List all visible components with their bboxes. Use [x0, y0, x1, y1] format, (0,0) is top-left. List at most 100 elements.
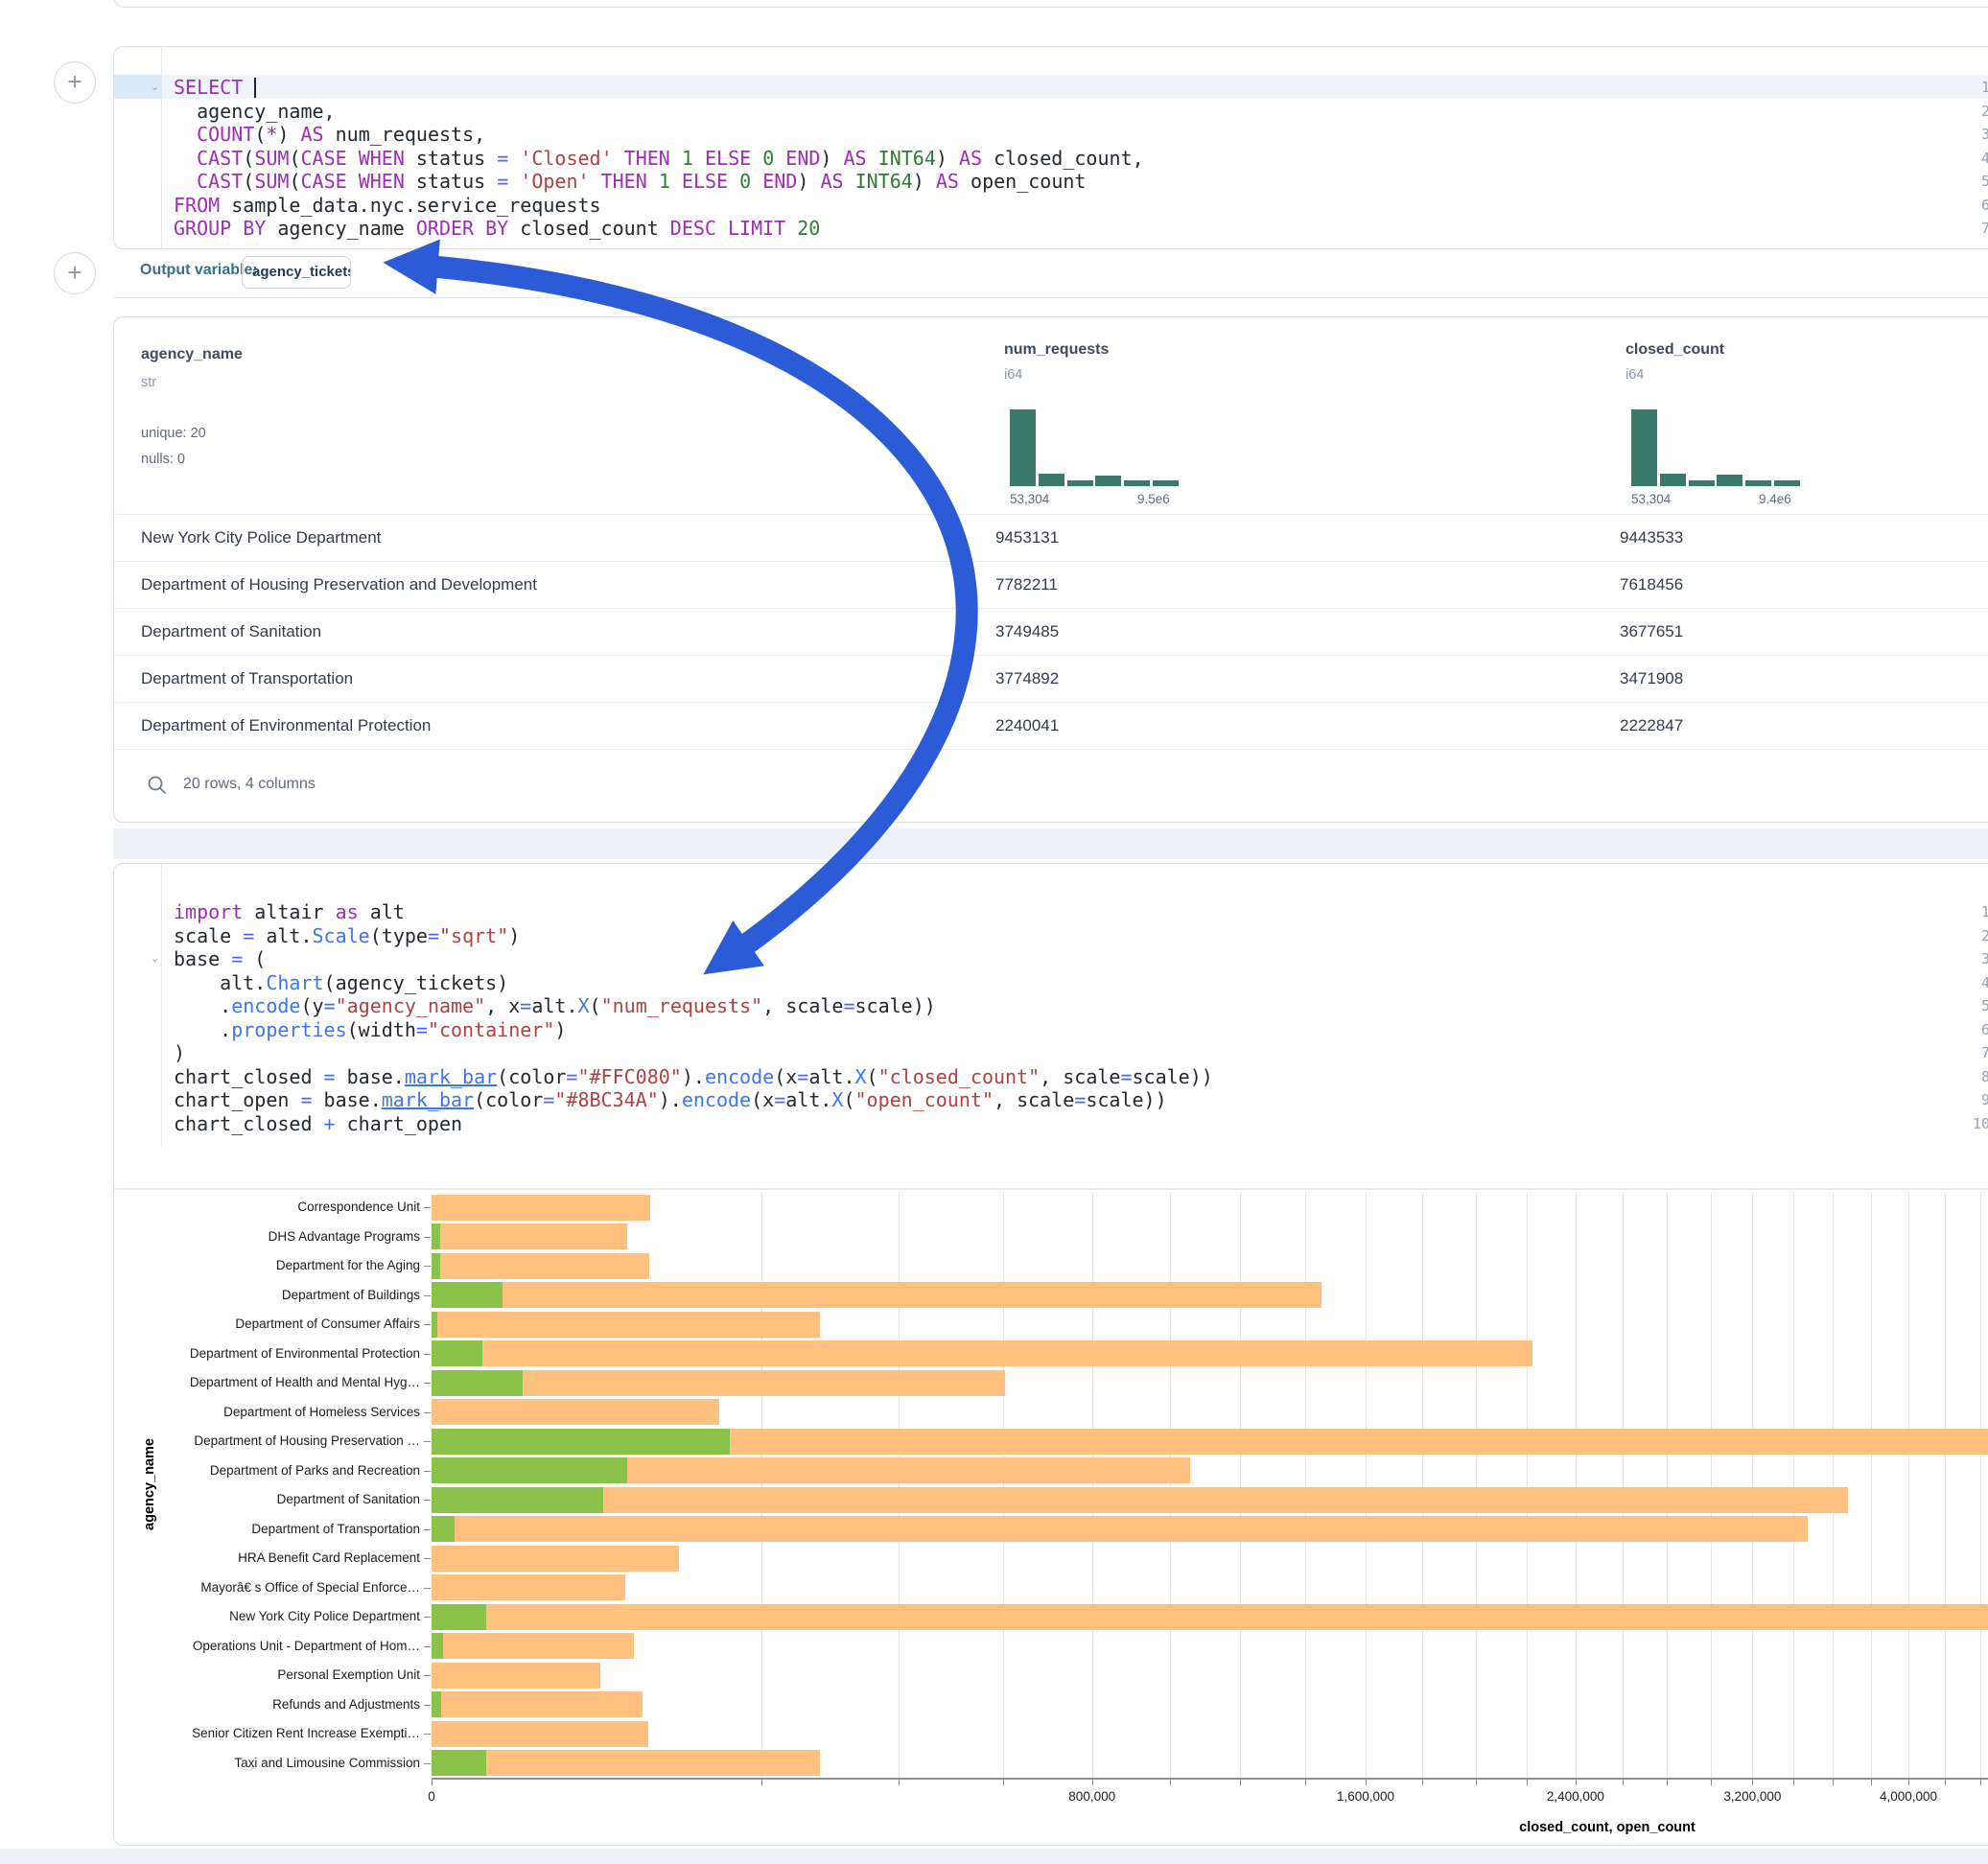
bar-closed-count[interactable] [432, 1312, 820, 1338]
column-header[interactable]: agency_name [141, 346, 243, 363]
bar-closed-count[interactable] [432, 1721, 648, 1747]
x-axis-tick [761, 1780, 762, 1785]
table-row[interactable]: Department of Environmental Protection22… [114, 702, 1988, 750]
bar-closed-count[interactable] [432, 1546, 679, 1572]
table-cell: 9443533 [1620, 515, 1683, 561]
column-header[interactable]: closed_count [1625, 341, 1724, 359]
table-row[interactable]: Department of Sanitation37494853677651 [114, 608, 1988, 656]
line-number: 1 [1961, 76, 1988, 100]
y-axis-label: Department of Health and Mental Hyg… [123, 1376, 420, 1389]
add-cell-button-top[interactable]: + [54, 61, 96, 104]
bar-closed-count[interactable] [432, 1691, 643, 1717]
bar-closed-count[interactable] [432, 1340, 1532, 1366]
bar-open-count[interactable] [432, 1312, 437, 1338]
column-type: i64 [1004, 367, 1022, 383]
x-axis-tick [1833, 1780, 1834, 1785]
code-line[interactable]: CAST(SUM(CASE WHEN status = 'Closed' THE… [174, 147, 1144, 171]
code-line[interactable]: GROUP BY agency_name ORDER BY closed_cou… [174, 217, 820, 241]
code-line[interactable]: chart_closed = base.mark_bar(color="#FFC… [174, 1065, 1213, 1089]
code-line[interactable]: .encode(y="agency_name", x=alt.X("num_re… [174, 994, 936, 1018]
bar-open-count[interactable] [432, 1633, 443, 1659]
y-axis-label: Department for the Aging [123, 1259, 420, 1272]
code-line[interactable]: CAST(SUM(CASE WHEN status = 'Open' THEN … [174, 170, 1086, 194]
bar-closed-count[interactable] [432, 1399, 719, 1425]
bar-closed-count[interactable] [432, 1487, 1848, 1513]
bar-open-count[interactable] [432, 1340, 482, 1366]
x-axis-tick [1366, 1780, 1367, 1785]
sql-cell[interactable]: 1⌄234567SELECT agency_name, COUNT(*) AS … [113, 46, 1988, 249]
histogram-bar [1631, 409, 1657, 486]
line-number: 5 [1961, 170, 1988, 194]
line-number: 4 [1961, 971, 1988, 995]
bar-open-count[interactable] [432, 1457, 627, 1483]
bar-open-count[interactable] [432, 1691, 441, 1717]
python-cell[interactable]: 123⌄45678910import altair as altscale = … [113, 863, 1988, 1846]
code-line[interactable]: scale = alt.Scale(type="sqrt") [174, 924, 520, 948]
bar-closed-count[interactable] [432, 1516, 1808, 1542]
table-cell: 3774892 [995, 656, 1059, 702]
output-variable-row: Output variable: agency_tickets [113, 249, 1988, 298]
bar-closed-count[interactable] [432, 1663, 600, 1689]
bar-open-count[interactable] [432, 1516, 455, 1542]
code-line[interactable]: base = ( [174, 947, 266, 971]
add-cell-button-output[interactable]: + [54, 252, 96, 294]
bar-closed-count[interactable] [432, 1574, 625, 1600]
table-cell: 3749485 [995, 609, 1059, 655]
table-cell: Department of Transportation [141, 656, 353, 702]
bar-open-count[interactable] [432, 1282, 503, 1308]
table-cell: Department of Environmental Protection [141, 703, 431, 749]
cell-gap-band [113, 828, 1988, 859]
table-row[interactable]: Department of Housing Preservation and D… [114, 561, 1988, 609]
bar-open-count[interactable] [432, 1750, 486, 1776]
gridline [1240, 1193, 1241, 1778]
table-footer-divider [114, 749, 1988, 751]
y-axis-tick [424, 1675, 431, 1676]
bar-closed-count[interactable] [432, 1223, 627, 1249]
y-axis-label: New York City Police Department [123, 1610, 420, 1623]
column-type: i64 [1625, 367, 1644, 383]
results-table[interactable]: agency_namestrunique: 20nulls: 0num_requ… [113, 316, 1988, 823]
code-line[interactable]: ) [174, 1041, 185, 1065]
gridline [1527, 1193, 1528, 1778]
x-axis-tick-label: 4,000,000 [1851, 1789, 1966, 1804]
bar-closed-count[interactable] [432, 1195, 650, 1221]
table-row[interactable]: Department of Transportation377489234719… [114, 655, 1988, 703]
bar-open-count[interactable] [432, 1370, 523, 1396]
bar-closed-count[interactable] [432, 1282, 1321, 1308]
bar-open-count[interactable] [432, 1253, 440, 1279]
column-header[interactable]: num_requests [1004, 341, 1109, 359]
active-line-highlight [114, 75, 1988, 99]
y-axis-tick [424, 1646, 431, 1647]
code-line[interactable]: import altair as alt [174, 900, 405, 924]
code-line[interactable]: COUNT(*) AS num_requests, [174, 123, 485, 147]
bar-closed-count[interactable] [432, 1604, 1988, 1630]
bar-open-count[interactable] [432, 1223, 440, 1249]
code-line[interactable]: alt.Chart(agency_tickets) [174, 971, 508, 995]
line-number: 4 [1961, 147, 1988, 171]
x-axis-tick-label: 0 [374, 1789, 489, 1804]
y-axis-tick [424, 1441, 431, 1442]
bar-closed-count[interactable] [432, 1633, 634, 1659]
code-line[interactable]: agency_name, [174, 100, 336, 124]
code-fold-chevron-icon[interactable]: ⌄ [151, 947, 159, 971]
bar-closed-count[interactable] [432, 1253, 649, 1279]
code-fold-chevron-icon[interactable]: ⌄ [151, 76, 159, 100]
search-icon[interactable] [147, 775, 168, 796]
y-axis-tick [424, 1529, 431, 1530]
line-number: 6 [1961, 194, 1988, 218]
code-line[interactable]: chart_open = base.mark_bar(color="#8BC34… [174, 1088, 1167, 1112]
y-axis-label: Correspondence Unit [123, 1200, 420, 1214]
code-line[interactable]: chart_closed + chart_open [174, 1112, 462, 1136]
bar-open-count[interactable] [432, 1604, 486, 1630]
bar-closed-count[interactable] [432, 1750, 820, 1776]
x-axis-tick [1003, 1780, 1004, 1785]
bar-open-count[interactable] [432, 1487, 603, 1513]
code-line[interactable]: SELECT [174, 76, 256, 100]
output-variable-pill[interactable]: agency_tickets [242, 256, 351, 289]
y-axis-label: Department of Consumer Affairs [123, 1317, 420, 1331]
code-line[interactable]: FROM sample_data.nyc.service_requests [174, 194, 601, 218]
y-axis-label: Department of Parks and Recreation [123, 1464, 420, 1478]
table-row[interactable]: New York City Police Department945313194… [114, 514, 1988, 562]
code-line[interactable]: .properties(width="container") [174, 1018, 566, 1042]
bar-open-count[interactable] [432, 1429, 730, 1455]
